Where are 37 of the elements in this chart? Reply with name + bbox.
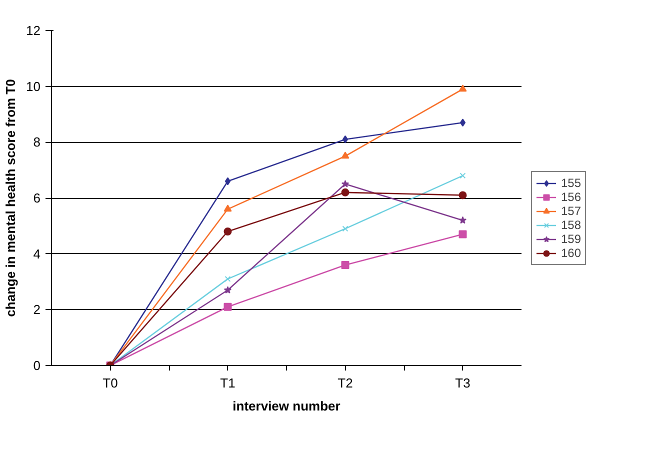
legend-label: 158 [561, 218, 582, 232]
x-tick-label: T3 [455, 376, 470, 390]
point [341, 261, 350, 269]
y-axis-title: change in mental health score from T0 [3, 79, 18, 317]
y-tick-label: 6 [33, 190, 41, 206]
legend-label: 160 [561, 246, 582, 260]
y-tick-label: 4 [33, 246, 41, 262]
point [224, 228, 232, 236]
x-tick-label: T0 [102, 376, 118, 390]
legend-label: 156 [561, 190, 582, 204]
point [458, 191, 467, 200]
point [460, 172, 466, 179]
point [224, 204, 232, 212]
point [458, 216, 467, 224]
point [458, 84, 467, 92]
point [460, 118, 466, 127]
point [458, 230, 467, 238]
legend-label: 157 [561, 204, 582, 218]
x-tick-label: T1 [220, 376, 236, 390]
x-tick-label: T2 [338, 376, 353, 390]
y-tick-label: 10 [26, 78, 41, 94]
point [342, 135, 348, 144]
legend-label: 155 [561, 176, 582, 190]
point [342, 226, 348, 232]
point [341, 188, 350, 196]
point [224, 302, 232, 311]
point [224, 177, 231, 186]
y-tick-label: 2 [33, 302, 41, 318]
point [224, 286, 232, 294]
point [341, 180, 350, 188]
legend-label: 159 [561, 232, 582, 246]
point [224, 276, 231, 282]
y-tick-label: 8 [33, 134, 41, 150]
y-tick-label: 0 [33, 358, 41, 373]
y-tick-label: 12 [26, 23, 41, 38]
point [341, 152, 350, 159]
x-axis-title: interview number [232, 398, 340, 414]
